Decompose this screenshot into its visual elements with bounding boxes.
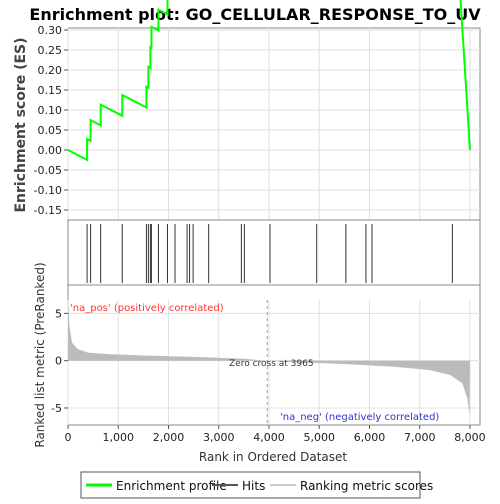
- x-axis: 0 1,000 2,000 3,000 4,000 5,000 6,000 7,000 8,00…: [65, 425, 486, 444]
- legend-entry: Ranking metric scores: [300, 479, 433, 493]
- metric-panel-frame: [67, 284, 481, 426]
- x-tick-label: 0: [65, 431, 72, 444]
- es-y-tick-label: 0.20: [38, 64, 63, 77]
- x-tick-label: 3,000: [203, 431, 235, 444]
- es-y-tick-label: -0.10: [34, 184, 62, 197]
- zero-cross-label: Zero cross at 3965: [229, 359, 314, 369]
- es-y-tick-label: 0.25: [38, 44, 63, 57]
- x-axis-label: Rank in Ordered Dataset: [199, 450, 347, 464]
- legend-box: [80, 471, 421, 499]
- metric-y-tick-label: 5: [55, 307, 62, 320]
- es-y-axis: -0.15 -0.10 -0.05 0.00 0.05 0.10 0.15 0.20 0.25 0…: [34, 24, 68, 217]
- es-y-tick-label: 0.30: [38, 24, 63, 37]
- metric-y-tick-label: -5: [51, 402, 62, 415]
- es-y-tick-label: 0.00: [38, 144, 63, 157]
- chart-title: Enrichment plot: GO_CELLULAR_RESPONSE_TO…: [29, 5, 481, 24]
- es-y-tick-label: 0.15: [38, 84, 63, 97]
- x-tick-label: 5,000: [303, 431, 335, 444]
- x-tick-label: 1,000: [102, 431, 134, 444]
- es-gridlines: [67, 28, 480, 220]
- metric-y-tick-label: 0: [55, 355, 62, 368]
- es-panel-frame: [67, 27, 481, 221]
- es-y-tick-label: -0.05: [34, 164, 62, 177]
- es-y-tick-label: -0.15: [34, 204, 62, 217]
- negative-label: 'na_neg' (negatively correlated): [280, 412, 439, 423]
- legend-entry: Hits: [242, 479, 265, 493]
- x-tick-label: 2,000: [153, 431, 185, 444]
- hits-panel-frame: [67, 219, 481, 286]
- hits-ticks: [86, 224, 453, 283]
- es-y-tick-label: 0.05: [38, 124, 63, 137]
- x-tick-label: 8,000: [454, 431, 486, 444]
- positive-label: 'na_pos' (positively correlated): [70, 303, 224, 314]
- metric-y-axis: -5 0 5: [51, 307, 68, 415]
- es-y-axis-label: Enrichment score (ES): [13, 37, 29, 212]
- x-tick-label: 7,000: [404, 431, 436, 444]
- enrichment-profile-line: [67, 0, 471, 162]
- x-tick-label: 4,000: [253, 431, 285, 444]
- es-y-tick-label: 0.10: [38, 104, 63, 117]
- metric-y-axis-label: Ranked list metric (PreRanked): [33, 262, 47, 447]
- x-tick-label: 6,000: [354, 431, 386, 444]
- legend: Enrichment profile Hits Ranking metric sco…: [86, 479, 433, 493]
- legend-entry: Enrichment profile: [116, 479, 227, 493]
